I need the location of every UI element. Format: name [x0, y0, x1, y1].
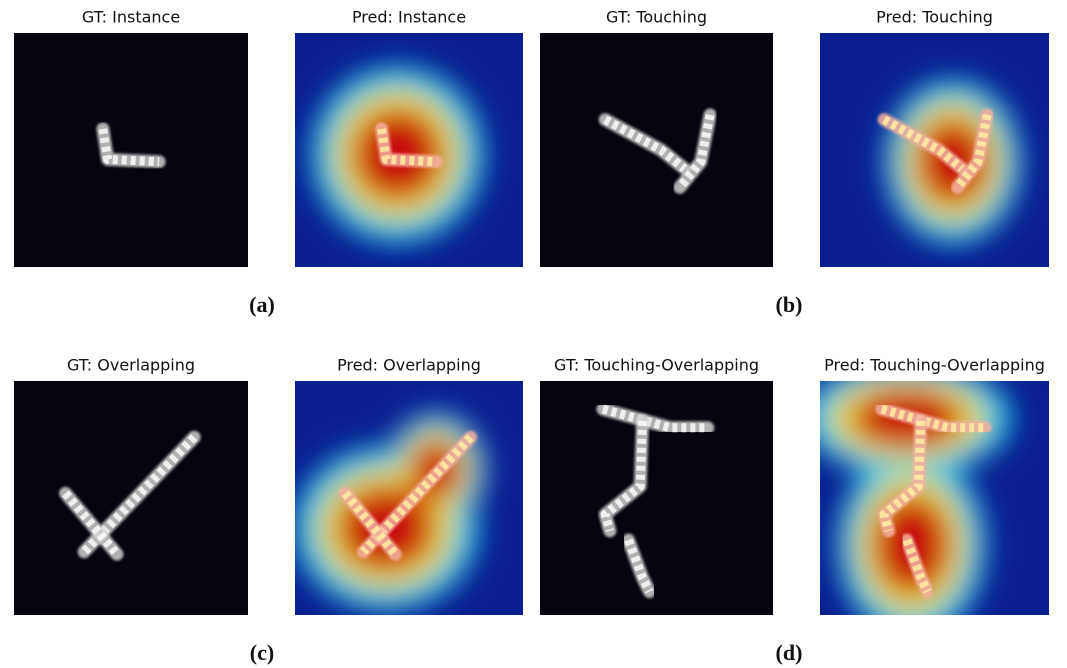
ground-truth-image [14, 381, 248, 615]
panel [14, 381, 248, 615]
panel-title: Pred: Touching-Overlapping [824, 356, 1045, 375]
heatmap-image [820, 33, 1049, 267]
panel [294, 381, 523, 615]
ground-truth-image [540, 33, 773, 267]
panel-title: Pred: Instance [352, 8, 466, 27]
image-background [14, 33, 248, 267]
figure: GT: Instance Pred: Instance GT: Touching Pr… [0, 0, 1067, 668]
panel-title: GT: Overlapping [67, 356, 195, 375]
image-background [540, 381, 773, 615]
panel [14, 33, 248, 267]
panel-title: GT: Touching [606, 8, 707, 27]
heatmap-image [294, 381, 523, 615]
panel-title: GT: Instance [82, 8, 180, 27]
panel [820, 33, 1049, 267]
panel [540, 381, 773, 615]
subfigure-label: (b) [776, 292, 803, 317]
panel [295, 33, 523, 267]
ground-truth-image [540, 381, 773, 615]
heatmap-image [295, 33, 523, 267]
subfigure-label: (d) [776, 640, 803, 665]
panel-title: Pred: Touching [876, 8, 993, 27]
panel [802, 362, 1049, 640]
subfigure-label: (a) [249, 292, 275, 317]
ground-truth-image [14, 33, 248, 267]
panel [540, 33, 773, 267]
heatmap-image [802, 362, 1049, 640]
subfigure-label: (c) [250, 640, 274, 665]
panel-title: Pred: Overlapping [337, 356, 481, 375]
panel-title: GT: Touching-Overlapping [554, 356, 759, 375]
